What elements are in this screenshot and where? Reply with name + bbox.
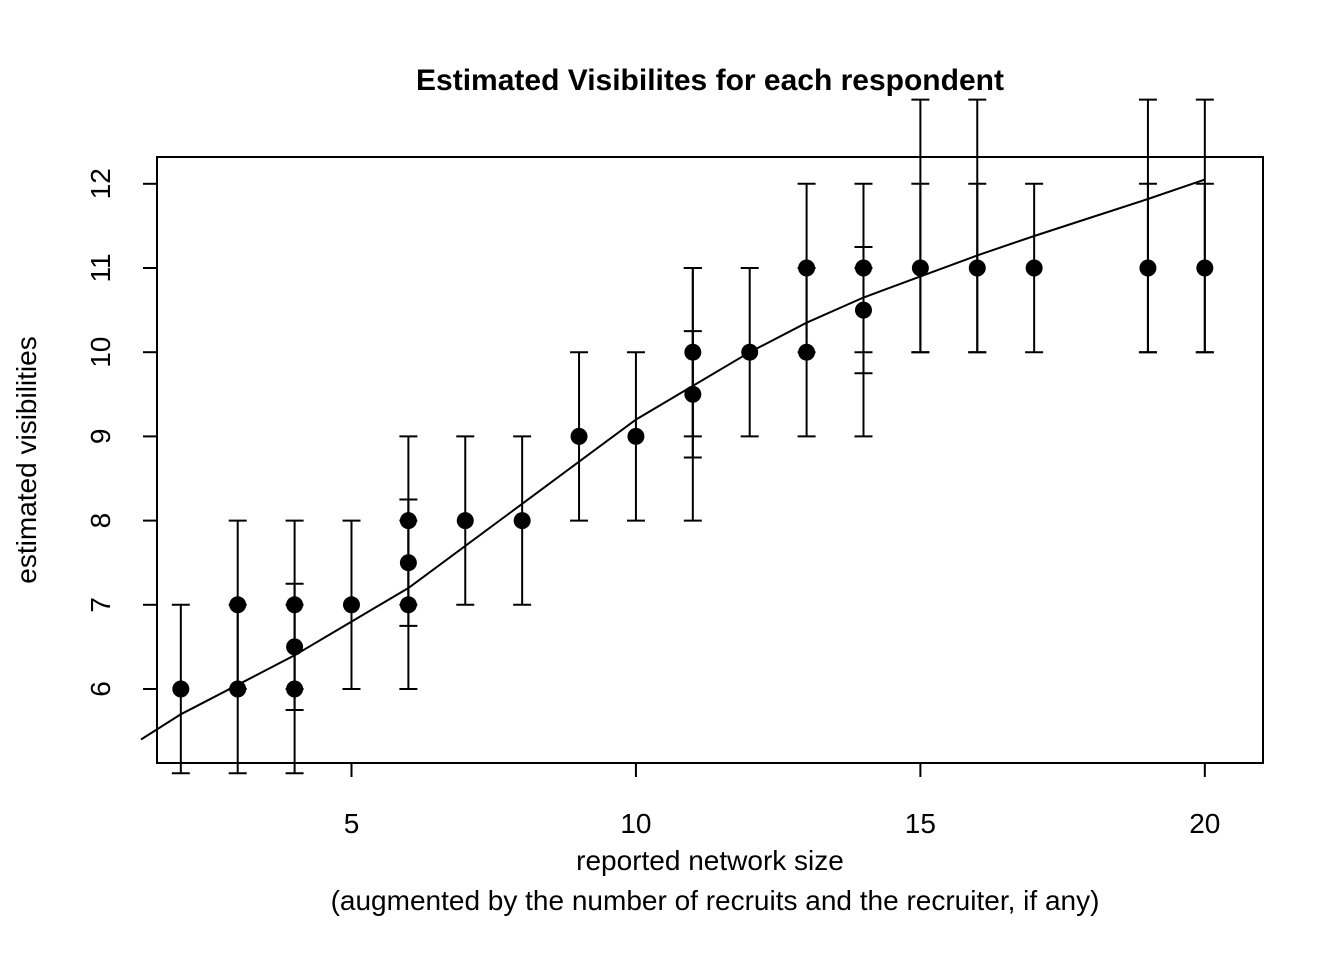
x-axis: 5 10 15 20 [344,762,1220,839]
data-point [286,596,304,614]
y-tick-label: 10 [85,337,116,368]
x-tick-label: 20 [1189,808,1220,839]
y-axis-label: estimated visibilities [11,336,42,583]
y-tick-label: 8 [85,513,116,529]
data-point [286,638,304,656]
data-point [798,259,816,277]
data-point [399,512,417,530]
y-tick-label: 11 [85,253,116,282]
data-point [570,427,588,445]
y-axis: 6 7 8 9 10 11 12 [85,168,158,697]
data-point [399,554,417,572]
data-point [229,596,247,614]
data-point [968,259,986,277]
data-point [286,680,304,698]
x-axis-sublabel: (augmented by the number of recruits and… [331,885,1100,916]
x-axis-label: reported network size [576,845,844,876]
data-point [684,385,702,403]
plot-frame [156,156,1264,764]
error-bar [968,98,987,354]
data-point [911,259,929,277]
error-bar [911,98,930,354]
chart-title: Estimated Visibilites for each responden… [416,64,1004,97]
data-points [172,259,1214,698]
data-point [741,343,759,361]
data-point [854,301,872,319]
x-tick-label: 10 [620,808,651,839]
data-point [627,427,645,445]
x-tick-label: 5 [344,808,360,839]
data-point [513,512,531,530]
x-tick-label: 15 [905,808,936,839]
data-point [1139,259,1157,277]
error-bar [1138,98,1157,354]
data-point [1025,259,1043,277]
data-point [399,596,417,614]
fit-line [140,178,1206,741]
y-tick-label: 6 [85,681,116,697]
data-point [684,343,702,361]
error-bar [1195,98,1214,354]
fit-line-group [140,178,1206,741]
data-point [172,680,190,698]
y-tick-label: 12 [85,168,116,199]
data-point [342,596,360,614]
y-tick-label: 9 [85,429,116,445]
data-point [1196,259,1214,277]
data-point [456,512,474,530]
error-bars [171,98,1214,775]
data-point [854,259,872,277]
data-point [229,680,247,698]
data-point [798,343,816,361]
y-tick-label: 7 [85,597,116,613]
